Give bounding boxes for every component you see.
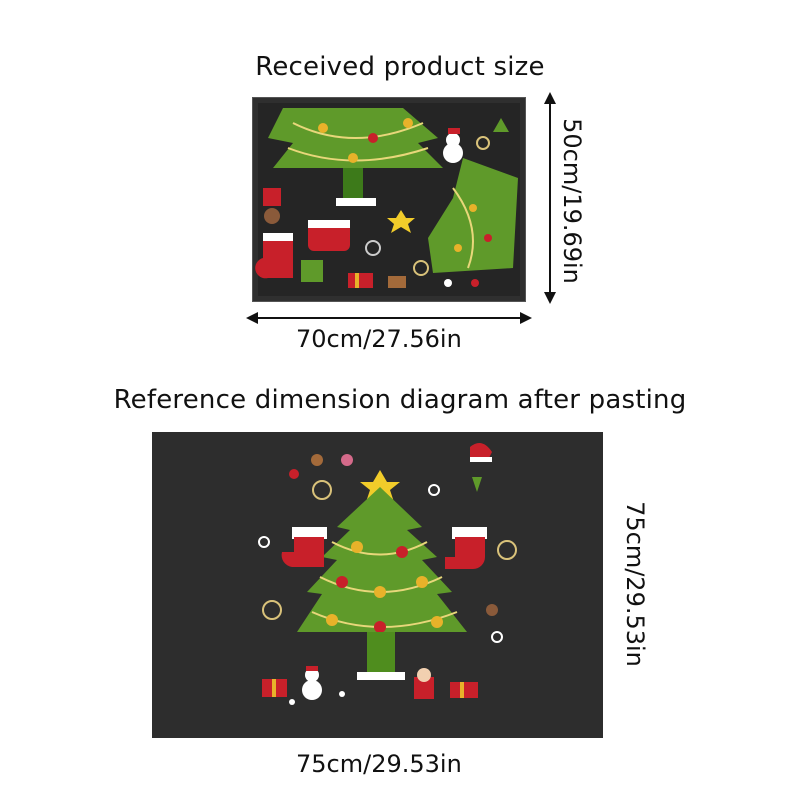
bottom-width-label: 75cm/29.53in (296, 750, 462, 778)
stockings (281, 527, 487, 569)
sticker-sheet-artwork (255, 103, 520, 296)
decorations (263, 118, 509, 288)
received-size-title: Received product size (255, 52, 545, 82)
tree-crown-top (268, 108, 443, 206)
top-decorations (289, 443, 492, 492)
bottom-decorations (262, 604, 498, 705)
snowflakes (258, 480, 517, 643)
stockings (255, 220, 350, 282)
sticker-sheet-image (252, 97, 526, 302)
top-width-label: 70cm/27.56in (296, 325, 462, 353)
top-width-arrow (246, 312, 532, 324)
christmas-tree (297, 470, 467, 680)
bottom-height-label: 75cm/29.53in (621, 501, 649, 667)
reference-diagram-image (152, 432, 603, 738)
top-height-arrow (544, 92, 556, 304)
tree-side (387, 158, 518, 273)
top-height-label: 50cm/19.69in (558, 118, 586, 284)
reference-diagram-title: Reference dimension diagram after pastin… (113, 385, 687, 415)
reference-tree-artwork (258, 443, 517, 705)
